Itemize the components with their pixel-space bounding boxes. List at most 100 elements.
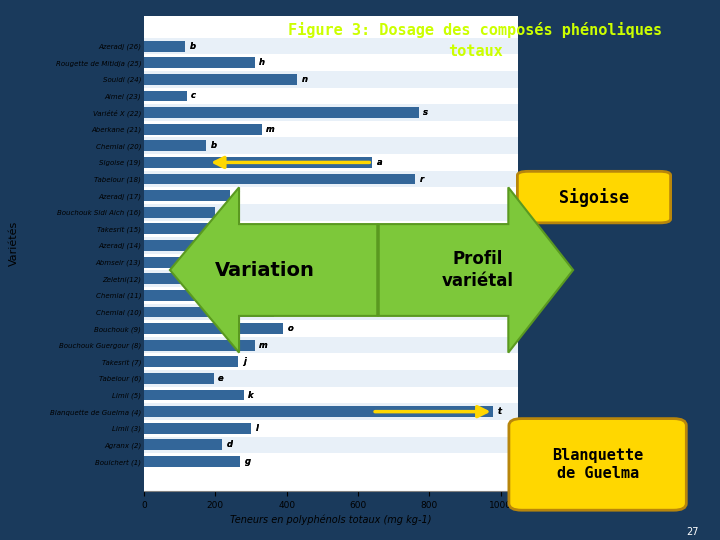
Text: f: f bbox=[220, 208, 223, 217]
Text: r: r bbox=[419, 174, 423, 184]
Bar bbox=[144, 91, 186, 102]
Bar bbox=[144, 157, 372, 168]
Bar bbox=[144, 440, 222, 450]
Bar bbox=[144, 337, 518, 354]
Bar bbox=[144, 436, 518, 453]
Bar bbox=[144, 453, 518, 470]
Bar bbox=[144, 323, 283, 334]
Text: r: r bbox=[419, 174, 423, 184]
Bar bbox=[144, 138, 518, 154]
Text: c: c bbox=[191, 91, 196, 100]
Bar bbox=[144, 55, 518, 71]
Bar bbox=[144, 187, 518, 204]
Text: Variétés: Variétés bbox=[9, 220, 19, 266]
Bar bbox=[144, 423, 251, 434]
Bar bbox=[144, 91, 186, 102]
Text: n: n bbox=[302, 75, 307, 84]
Bar bbox=[144, 440, 222, 450]
Bar bbox=[144, 373, 214, 384]
Bar bbox=[144, 87, 518, 104]
Bar bbox=[144, 224, 210, 234]
Bar bbox=[144, 154, 518, 171]
Bar bbox=[144, 307, 274, 318]
Bar bbox=[144, 240, 210, 251]
Bar bbox=[144, 237, 518, 254]
Bar bbox=[144, 273, 210, 284]
Bar bbox=[144, 190, 230, 201]
Text: m: m bbox=[266, 125, 275, 134]
Text: Sigoise: Sigoise bbox=[559, 187, 629, 207]
Bar bbox=[144, 140, 207, 151]
Text: b: b bbox=[211, 141, 217, 150]
Bar bbox=[144, 307, 274, 318]
FancyBboxPatch shape bbox=[518, 171, 670, 223]
Bar bbox=[144, 406, 493, 417]
Text: p: p bbox=[279, 307, 284, 316]
Bar bbox=[144, 370, 518, 387]
Bar bbox=[144, 38, 518, 55]
Text: 27: 27 bbox=[686, 527, 698, 537]
Text: k: k bbox=[248, 390, 253, 400]
Text: t: t bbox=[498, 407, 502, 416]
Text: d: d bbox=[227, 441, 233, 449]
Text: l: l bbox=[256, 424, 258, 433]
Bar bbox=[144, 290, 210, 301]
Bar bbox=[144, 356, 238, 367]
X-axis label: Teneurs en polyphénols totaux (mg kg-1): Teneurs en polyphénols totaux (mg kg-1) bbox=[230, 514, 432, 525]
Bar bbox=[144, 107, 418, 118]
Bar bbox=[144, 373, 214, 384]
Text: b: b bbox=[189, 42, 195, 51]
Bar bbox=[144, 320, 518, 337]
Bar bbox=[144, 240, 210, 251]
Text: m: m bbox=[258, 341, 268, 350]
Text: p: p bbox=[279, 307, 284, 316]
Bar bbox=[144, 190, 230, 201]
Bar bbox=[144, 207, 215, 218]
Text: j: j bbox=[243, 357, 246, 366]
Bar bbox=[144, 420, 518, 436]
Text: Figure 3: Dosage des composés phénoliques
totaux: Figure 3: Dosage des composés phénolique… bbox=[288, 22, 662, 59]
Bar bbox=[144, 390, 244, 401]
Text: c: c bbox=[191, 91, 196, 100]
Bar bbox=[144, 171, 518, 187]
Bar bbox=[144, 121, 518, 138]
Bar bbox=[144, 124, 261, 134]
Bar bbox=[144, 354, 518, 370]
Bar bbox=[144, 174, 415, 185]
Bar bbox=[144, 390, 244, 401]
Bar bbox=[144, 256, 201, 267]
Bar bbox=[144, 423, 251, 434]
Bar bbox=[144, 57, 255, 68]
Text: Variation: Variation bbox=[215, 260, 315, 280]
Text: m: m bbox=[266, 125, 275, 134]
Bar bbox=[144, 207, 215, 218]
Bar bbox=[144, 40, 185, 51]
Text: t: t bbox=[498, 407, 502, 416]
Bar bbox=[144, 71, 518, 87]
FancyArrow shape bbox=[379, 187, 573, 353]
Bar bbox=[144, 271, 518, 287]
Bar bbox=[144, 256, 201, 267]
Text: a: a bbox=[377, 158, 382, 167]
Text: f: f bbox=[220, 208, 223, 217]
Text: b: b bbox=[211, 141, 217, 150]
FancyArrow shape bbox=[170, 187, 377, 353]
Bar bbox=[144, 323, 283, 334]
Text: Profil
variétal: Profil variétal bbox=[442, 250, 514, 290]
Bar bbox=[144, 340, 255, 350]
Text: m: m bbox=[258, 341, 268, 350]
Bar bbox=[144, 74, 297, 85]
Bar bbox=[144, 356, 238, 367]
Text: o: o bbox=[287, 324, 293, 333]
Bar bbox=[144, 273, 210, 284]
Bar bbox=[144, 57, 255, 68]
Text: e: e bbox=[218, 374, 223, 383]
Bar bbox=[144, 456, 240, 467]
Bar bbox=[144, 140, 207, 151]
Bar bbox=[144, 387, 518, 403]
Bar bbox=[144, 220, 518, 237]
Text: s: s bbox=[423, 108, 428, 117]
Text: d: d bbox=[234, 191, 240, 200]
Bar bbox=[144, 174, 415, 185]
Text: d: d bbox=[227, 441, 233, 449]
